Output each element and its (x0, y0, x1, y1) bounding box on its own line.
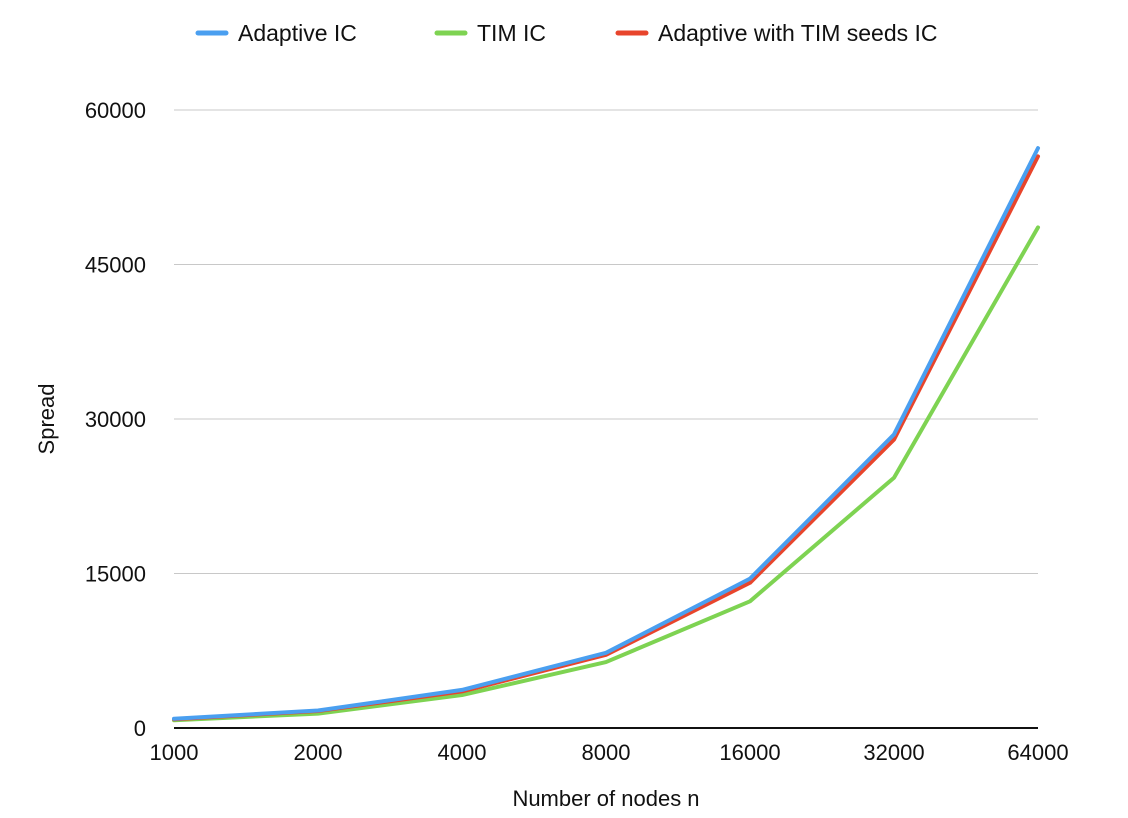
legend-label: Adaptive with TIM seeds IC (658, 20, 938, 46)
y-tick-label: 60000 (85, 98, 146, 123)
y-axis-ticks: 0 15000 30000 45000 60000 (85, 98, 146, 741)
legend-label: Adaptive IC (238, 20, 357, 46)
legend: Adaptive IC TIM IC Adaptive with TIM seeds… (195, 20, 938, 46)
x-tick-label: 2000 (294, 740, 343, 765)
series-lines (172, 146, 1040, 723)
y-tick-label: 30000 (85, 407, 146, 432)
x-tick-label: 1000 (150, 740, 199, 765)
legend-label: TIM IC (477, 20, 546, 46)
gridlines (174, 109, 1038, 574)
x-tick-label: 64000 (1007, 740, 1068, 765)
legend-item-2: Adaptive with TIM seeds IC (615, 20, 938, 46)
y-axis-title: Spread (34, 384, 59, 455)
legend-item-1: TIM IC (434, 20, 546, 46)
x-tick-label: 8000 (582, 740, 631, 765)
series-line-0 (172, 146, 1040, 721)
y-tick-label: 45000 (85, 253, 146, 278)
x-tick-label: 32000 (863, 740, 924, 765)
x-tick-label: 4000 (438, 740, 487, 765)
y-tick-label: 0 (134, 716, 146, 741)
x-tick-label: 16000 (719, 740, 780, 765)
x-axis-title: Number of nodes n (512, 786, 699, 811)
series-line-2 (172, 154, 1040, 722)
x-axis-ticks: 1000 2000 4000 8000 16000 32000 64000 (150, 740, 1069, 765)
y-tick-label: 15000 (85, 562, 146, 587)
legend-item-0: Adaptive IC (195, 20, 357, 46)
series-line-1 (172, 225, 1040, 723)
